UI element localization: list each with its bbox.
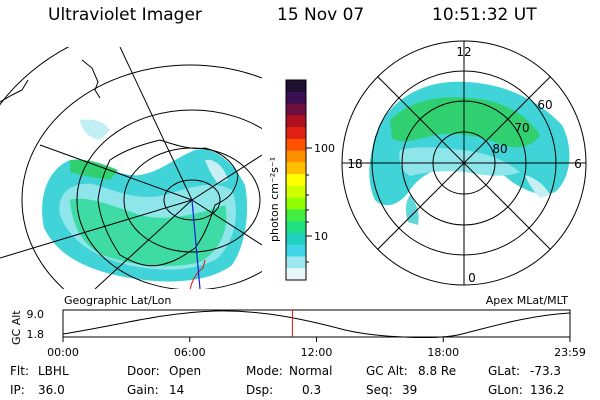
auroral-oval-magnetic <box>369 81 570 225</box>
mlat-label-70: 70 <box>514 121 529 135</box>
colorbar-swatch <box>286 115 306 128</box>
timeline-xtick-1800: 18:00 <box>427 346 459 359</box>
colorbar-label: photon cm⁻²s⁻¹ <box>268 157 281 242</box>
ip-value: 36.0 <box>38 383 65 397</box>
timeline-frame <box>62 309 571 338</box>
filter-value: LBHL <box>38 364 69 378</box>
colorbar-swatch <box>286 221 306 234</box>
glon-value: 136.2 <box>530 383 565 397</box>
altitude-timeline: Geographic Lat/Lon Apex MLat/MLT 9.0 1.8… <box>10 294 586 359</box>
colorbar-swatch <box>286 244 306 258</box>
seq-value: 39 <box>402 383 418 397</box>
mlt-label-12: 12 <box>456 45 471 59</box>
mlat-label-80: 80 <box>492 142 507 156</box>
glat-label: GLat: <box>488 364 521 378</box>
auroral-oval-geographic <box>42 119 248 282</box>
glat-value: -73.3 <box>530 364 562 378</box>
mode-value: Normal <box>289 364 333 378</box>
filter-label: Flt: <box>10 364 29 378</box>
colorbar-swatch <box>286 209 306 222</box>
mlt-meridians <box>342 41 586 285</box>
colorbar-swatch <box>286 174 306 187</box>
colorbar-swatch <box>286 268 306 281</box>
right-panel-caption: Apex MLat/MLT <box>486 294 569 307</box>
mlt-label-0: 0 <box>468 271 476 285</box>
sun-direction-line <box>191 199 201 289</box>
colorbar-swatch <box>286 197 306 211</box>
longitude-lines <box>0 47 262 289</box>
timeline-ylabel: GC Alt <box>10 310 23 345</box>
seq-label: Seq: <box>366 383 393 397</box>
mode-label: Mode: <box>246 364 283 378</box>
colorbar-swatch <box>286 232 306 246</box>
colorbar-swatch <box>286 256 306 269</box>
colorbar-swatch <box>286 91 306 105</box>
glon-label: GLon: <box>488 383 523 397</box>
colorbar-swatches <box>286 80 306 281</box>
observation-date: 15 Nov 07 <box>277 5 365 25</box>
terminator-line <box>189 259 206 289</box>
gcalt-label: GC Alt: <box>366 364 408 378</box>
gcalt-value: 8.8 Re <box>418 364 457 378</box>
coastline <box>0 59 239 267</box>
ip-label: IP: <box>10 383 25 397</box>
colorbar-swatch <box>286 162 306 175</box>
timeline-xtick-0600: 06:00 <box>174 346 206 359</box>
dsp-value: 0.3 <box>302 383 322 397</box>
mlt-label-18: 18 <box>347 157 362 171</box>
mlat-mlt-polar-plot: 12 18 6 0 60 70 80 <box>341 40 587 286</box>
instrument-title: Ultraviolet Imager <box>48 5 202 25</box>
altitude-curve <box>62 310 571 338</box>
timeline-xtick-0000: 00:00 <box>47 346 79 359</box>
colorbar-swatch <box>286 150 306 163</box>
colorbar-tick-100: 100 <box>314 142 335 155</box>
dsp-label: Dsp: <box>246 383 274 397</box>
colorbar: 100 10 photon cm⁻²s⁻¹ <box>268 79 335 281</box>
timeline-xtick-1200: 12:00 <box>301 346 333 359</box>
colorbar-swatch <box>286 185 306 199</box>
colorbar-swatch <box>286 138 306 152</box>
door-value: Open <box>169 364 202 378</box>
timeline-xtick-2359: 23:59 <box>554 346 586 359</box>
mlt-label-6: 6 <box>574 157 582 171</box>
gain-label: Gain: <box>127 383 159 397</box>
timeline-ytick-min: 1.8 <box>27 328 45 341</box>
colorbar-tick-10: 10 <box>314 230 328 243</box>
observation-time: 10:51:32 UT <box>432 5 537 25</box>
timeline-ytick-max: 9.0 <box>27 308 45 321</box>
colorbar-swatch <box>286 127 306 140</box>
mlat-label-60: 60 <box>537 98 552 112</box>
colorbar-swatch <box>286 80 306 93</box>
door-label: Door: <box>127 364 160 378</box>
geographic-map <box>0 47 262 289</box>
left-panel-caption: Geographic Lat/Lon <box>64 294 171 307</box>
colorbar-swatch <box>286 103 306 116</box>
gain-value: 14 <box>169 383 185 397</box>
